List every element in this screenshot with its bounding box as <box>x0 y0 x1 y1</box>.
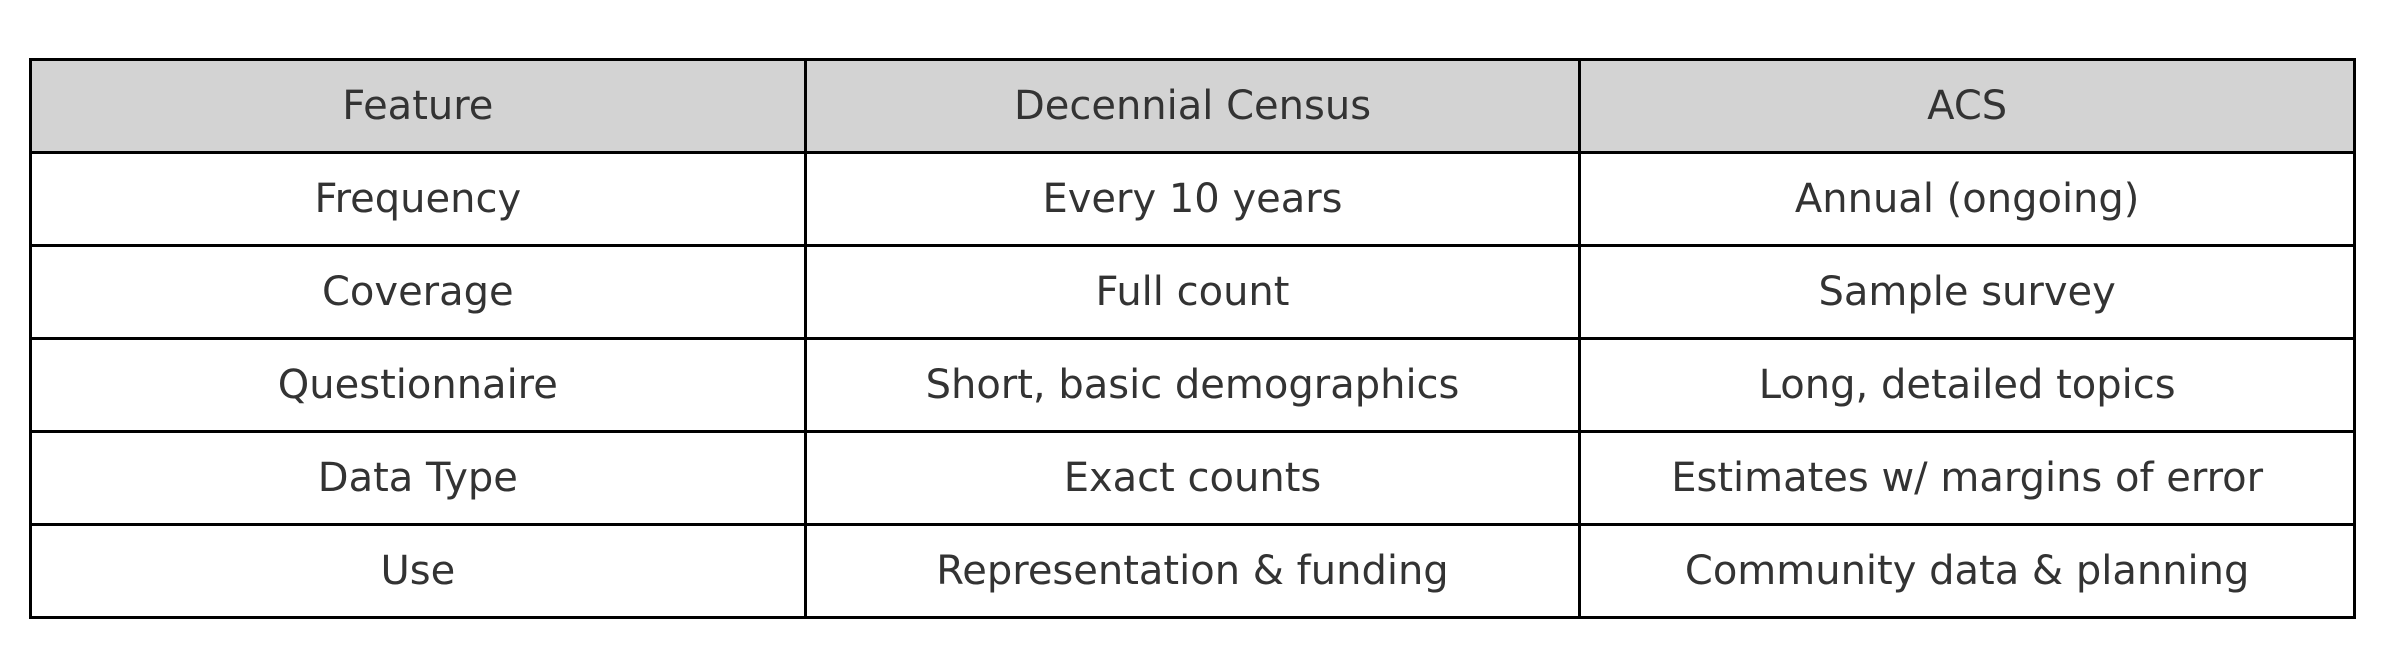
cell-acs: Estimates w/ margins of error <box>1578 430 2356 526</box>
cell-decennial: Exact counts <box>803 430 1582 526</box>
cell-feature: Questionnaire <box>29 337 807 433</box>
cell-feature: Frequency <box>29 151 807 247</box>
header-acs: ACS <box>1578 58 2356 154</box>
comparison-table-container: Feature Decennial Census ACS Frequency E… <box>29 58 2356 619</box>
cell-feature: Use <box>29 523 807 619</box>
cell-acs: Annual (ongoing) <box>1578 151 2356 247</box>
comparison-table: Feature Decennial Census ACS Frequency E… <box>29 58 2356 619</box>
table-row: Questionnaire Short, basic demographics … <box>29 337 2356 433</box>
cell-decennial: Full count <box>803 244 1582 340</box>
table-header: Feature Decennial Census ACS <box>29 58 2356 154</box>
table-row: Frequency Every 10 years Annual (ongoing… <box>29 151 2356 247</box>
table-row: Data Type Exact counts Estimates w/ marg… <box>29 430 2356 526</box>
cell-feature: Data Type <box>29 430 807 526</box>
table-body: Frequency Every 10 years Annual (ongoing… <box>29 151 2356 619</box>
cell-decennial: Representation & funding <box>803 523 1582 619</box>
cell-acs: Long, detailed topics <box>1578 337 2356 433</box>
cell-decennial: Every 10 years <box>803 151 1582 247</box>
table-row: Coverage Full count Sample survey <box>29 244 2356 340</box>
cell-decennial: Short, basic demographics <box>803 337 1582 433</box>
header-row: Feature Decennial Census ACS <box>29 58 2356 154</box>
table-row: Use Representation & funding Community d… <box>29 523 2356 619</box>
cell-acs: Community data & planning <box>1578 523 2356 619</box>
cell-acs: Sample survey <box>1578 244 2356 340</box>
cell-feature: Coverage <box>29 244 807 340</box>
header-feature: Feature <box>29 58 807 154</box>
header-decennial-census: Decennial Census <box>803 58 1582 154</box>
